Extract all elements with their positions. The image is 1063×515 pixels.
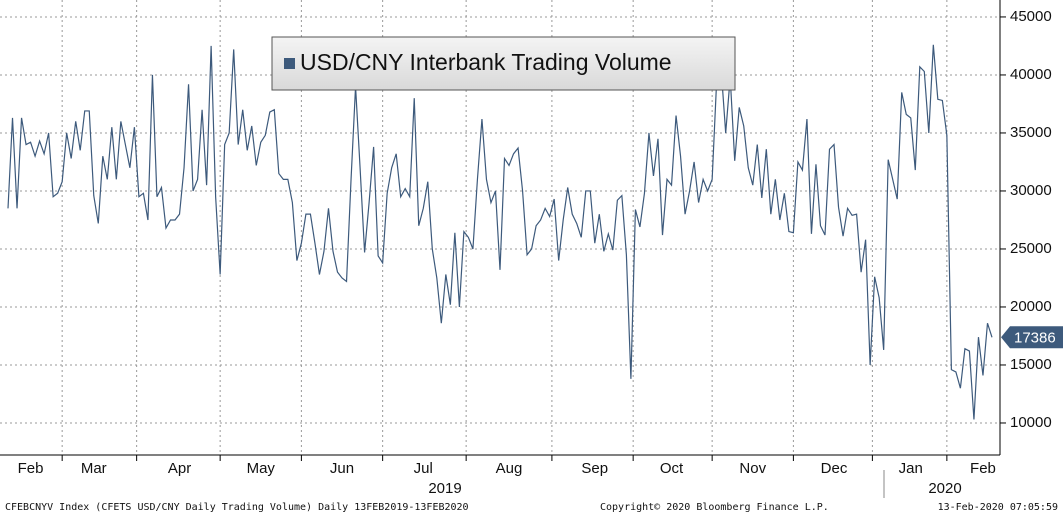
last-value-tag xyxy=(1001,326,1063,349)
footer-timestamp: 13-Feb-2020 07:05:59 xyxy=(938,502,1058,513)
last-value-label: 17386 xyxy=(1014,329,1056,346)
x-tick-label: Oct xyxy=(660,460,684,477)
x-tick-label: Mar xyxy=(81,460,107,477)
x-tick-label: Feb xyxy=(18,460,44,477)
footer-source: CFEBCNYV Index (CFETS USD/CNY Daily Trad… xyxy=(5,502,469,513)
x-tick-label: Sep xyxy=(581,460,608,477)
x-tick-label: Jul xyxy=(414,460,433,477)
x-tick-label: Nov xyxy=(739,460,766,477)
y-tick-label: 15000 xyxy=(1010,356,1052,373)
y-tick-label: 25000 xyxy=(1010,240,1052,257)
y-tick-label: 30000 xyxy=(1010,182,1052,199)
footer-copyright: Copyright© 2020 Bloomberg Finance L.P. xyxy=(600,502,829,513)
plot xyxy=(7,44,993,420)
year-label: 2019 xyxy=(428,480,461,497)
x-tick-label: May xyxy=(247,460,276,477)
y-tick-label: 45000 xyxy=(1010,8,1052,25)
x-tick-label: Jun xyxy=(330,460,354,477)
series-line xyxy=(7,44,993,420)
y-tick-label: 10000 xyxy=(1010,414,1052,431)
y-tick-label: 20000 xyxy=(1010,298,1052,315)
x-tick-label: Apr xyxy=(168,460,191,477)
legend-swatch xyxy=(284,58,295,69)
y-tick-label: 40000 xyxy=(1010,66,1052,83)
y-tick-label: 35000 xyxy=(1010,124,1052,141)
x-tick-label: Feb xyxy=(970,460,996,477)
x-tick-label: Jan xyxy=(899,460,923,477)
legend-box xyxy=(271,36,736,91)
x-tick-label: Aug xyxy=(496,460,523,477)
x-tick-label: Dec xyxy=(821,460,848,477)
legend: USD/CNY Interbank Trading Volume xyxy=(271,36,736,91)
year-label: 2020 xyxy=(928,480,961,497)
legend-label: USD/CNY Interbank Trading Volume xyxy=(300,49,672,75)
